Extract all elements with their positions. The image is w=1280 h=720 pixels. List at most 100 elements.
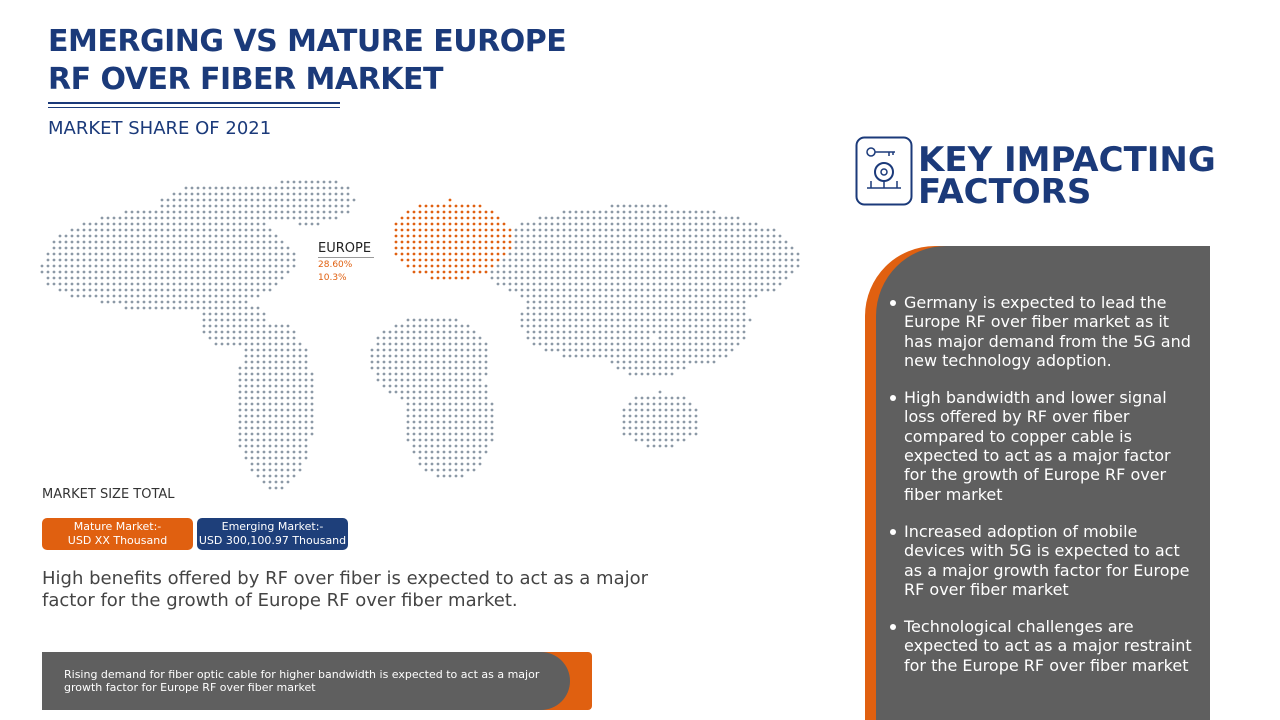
map-dot [436, 240, 440, 244]
map-dot [652, 282, 656, 286]
map-dot [148, 246, 152, 250]
map-dot [478, 354, 482, 358]
map-dot [88, 234, 92, 238]
map-dot [688, 336, 692, 340]
map-dot [742, 312, 746, 316]
map-dot [472, 360, 476, 364]
map-dot [166, 198, 170, 202]
map-dot [454, 252, 458, 256]
map-dot [718, 324, 722, 328]
map-dot [580, 342, 584, 346]
map-dot [100, 264, 104, 268]
map-dot [226, 294, 230, 298]
map-dot [406, 228, 410, 232]
map-dot [652, 246, 656, 250]
map-dot [454, 246, 458, 250]
map-dot [586, 264, 590, 268]
map-dot [82, 234, 86, 238]
map-dot [706, 336, 710, 340]
map-dot [304, 348, 308, 352]
map-dot [280, 372, 284, 376]
map-dot [292, 348, 296, 352]
map-dot [700, 354, 704, 358]
map-dot [730, 258, 734, 262]
map-dot [250, 288, 254, 292]
map-dot [640, 210, 644, 214]
map-dot [580, 228, 584, 232]
map-dot [634, 312, 638, 316]
map-dot [718, 312, 722, 316]
map-dot [466, 462, 470, 466]
map-dot [688, 426, 692, 430]
map-dot [184, 294, 188, 298]
map-dot [682, 300, 686, 304]
map-dot [436, 234, 440, 238]
map-dot [634, 366, 638, 370]
map-dot [202, 216, 206, 220]
map-dot [268, 234, 272, 238]
map-dot [226, 306, 230, 310]
map-dot [532, 258, 536, 262]
map-dot [160, 294, 164, 298]
map-dot [82, 282, 86, 286]
map-dot [268, 228, 272, 232]
map-dot [130, 216, 134, 220]
map-dot [556, 228, 560, 232]
map-dot [628, 294, 632, 298]
map-dot [634, 414, 638, 418]
map-dot [412, 354, 416, 358]
map-dot [628, 366, 632, 370]
map-dot [94, 294, 98, 298]
map-dot [634, 288, 638, 292]
map-dot [436, 330, 440, 334]
map-dot [244, 348, 248, 352]
map-dot [664, 294, 668, 298]
map-dot [484, 408, 488, 412]
map-dot [178, 288, 182, 292]
map-dot [568, 354, 572, 358]
map-dot [430, 414, 434, 418]
map-dot [142, 270, 146, 274]
map-dot [214, 192, 218, 196]
map-dot [652, 294, 656, 298]
map-dot [100, 258, 104, 262]
map-dot [532, 270, 536, 274]
map-dot [640, 294, 644, 298]
map-dot [244, 450, 248, 454]
map-dot [292, 264, 296, 268]
map-dot [544, 348, 548, 352]
map-dot [136, 276, 140, 280]
map-dot [166, 204, 170, 208]
map-dot [604, 342, 608, 346]
map-dot [280, 216, 284, 220]
map-dot [82, 228, 86, 232]
map-dot [514, 234, 518, 238]
map-dot [508, 258, 512, 262]
map-dot [628, 228, 632, 232]
map-dot [682, 318, 686, 322]
map-dot [640, 240, 644, 244]
map-dot [238, 366, 242, 370]
map-dot [244, 372, 248, 376]
map-dot [682, 210, 686, 214]
map-dot [460, 456, 464, 460]
map-dot [400, 324, 404, 328]
map-dot [694, 354, 698, 358]
map-dot [388, 348, 392, 352]
map-dot [286, 264, 290, 268]
map-dot [694, 408, 698, 412]
map-dot [574, 228, 578, 232]
map-dot [736, 312, 740, 316]
map-dot [58, 246, 62, 250]
map-dot [502, 282, 506, 286]
map-dot [58, 270, 62, 274]
map-dot [616, 294, 620, 298]
map-dot [574, 330, 578, 334]
map-dot [598, 300, 602, 304]
map-dot [442, 210, 446, 214]
map-dot [400, 342, 404, 346]
map-dot [148, 306, 152, 310]
map-dot [562, 324, 566, 328]
map-dot [526, 252, 530, 256]
map-dot [190, 222, 194, 226]
